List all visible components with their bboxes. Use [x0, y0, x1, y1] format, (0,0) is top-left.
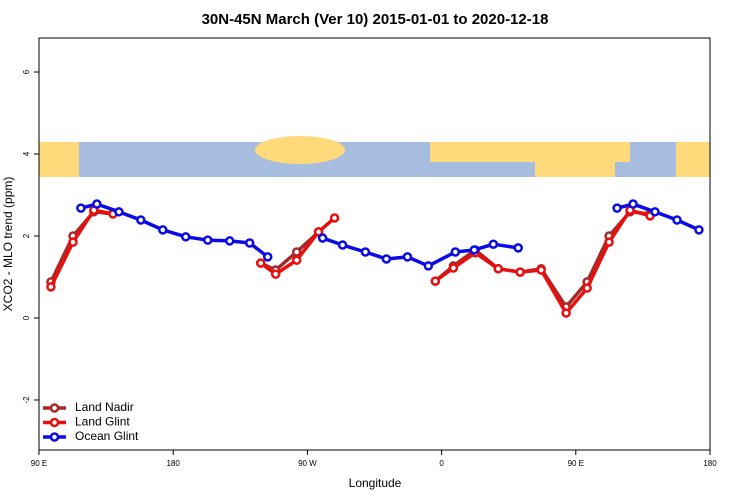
x-tick-label: 90 W: [298, 459, 317, 468]
data-point: [46, 282, 56, 292]
data-point: [650, 207, 660, 217]
y-tick-label: 2: [22, 233, 31, 238]
plot-frame: [38, 37, 711, 451]
y-tick-label: -2: [22, 396, 31, 404]
legend-marker: [49, 403, 60, 413]
data-point: [68, 237, 78, 247]
data-point: [337, 240, 348, 250]
data-point: [513, 243, 523, 253]
map-land: [255, 136, 345, 164]
data-point: [450, 247, 461, 257]
x-axis-label: Longitude: [349, 476, 402, 490]
data-point: [469, 245, 480, 255]
data-point: [493, 264, 504, 274]
series-line: [49, 210, 651, 309]
data-point: [203, 235, 213, 245]
data-point: [561, 308, 571, 318]
x-tick-label: 90 E: [568, 459, 584, 468]
map-land: [676, 142, 710, 177]
data-point: [329, 213, 340, 223]
x-tick-label: 90 E: [31, 459, 47, 468]
data-point: [536, 265, 546, 275]
data-point: [628, 199, 638, 209]
data-point: [136, 215, 146, 225]
y-tick-label: 4: [22, 151, 31, 156]
y-tick-label: 0: [22, 315, 31, 320]
data-point: [694, 225, 704, 235]
data-point: [582, 283, 592, 293]
data-point: [381, 254, 392, 264]
x-tick-label: 180: [167, 459, 181, 468]
legend-label: Land Glint: [75, 415, 130, 429]
y-tick-label: 6: [22, 69, 31, 74]
data-point: [423, 261, 434, 271]
data-point: [114, 207, 124, 217]
x-tick-label: 0: [439, 459, 444, 468]
data-point: [488, 239, 499, 249]
y-axis-label: XCO2 - MLO trend (ppm): [1, 177, 15, 312]
data-point: [317, 233, 328, 243]
data-point: [672, 215, 682, 225]
data-point: [360, 247, 371, 257]
map-band: [39, 136, 710, 177]
legend-marker: [49, 432, 60, 442]
data-point: [291, 255, 302, 265]
map-land: [535, 142, 615, 177]
data-point: [180, 232, 191, 242]
data-point: [430, 276, 441, 286]
data-point: [244, 238, 255, 248]
data-point: [76, 203, 86, 213]
data-point: [158, 225, 168, 235]
data-point: [515, 267, 525, 277]
data-point: [262, 252, 273, 262]
data-point: [255, 258, 266, 268]
data-point: [612, 203, 622, 213]
data-point: [224, 236, 235, 246]
map-land: [39, 142, 79, 177]
data-point: [313, 227, 324, 237]
data-point: [92, 199, 102, 209]
legend-label: Ocean Glint: [75, 429, 139, 443]
x-tick-label: 180: [703, 459, 717, 468]
legend-marker: [49, 417, 60, 428]
legend-label: Land Nadir: [75, 400, 134, 414]
data-point: [270, 269, 281, 279]
chart-title: 30N-45N March (Ver 10) 2015-01-01 to 202…: [202, 11, 549, 28]
data-point: [402, 252, 413, 262]
data-point: [448, 263, 459, 273]
data-point: [604, 237, 614, 247]
